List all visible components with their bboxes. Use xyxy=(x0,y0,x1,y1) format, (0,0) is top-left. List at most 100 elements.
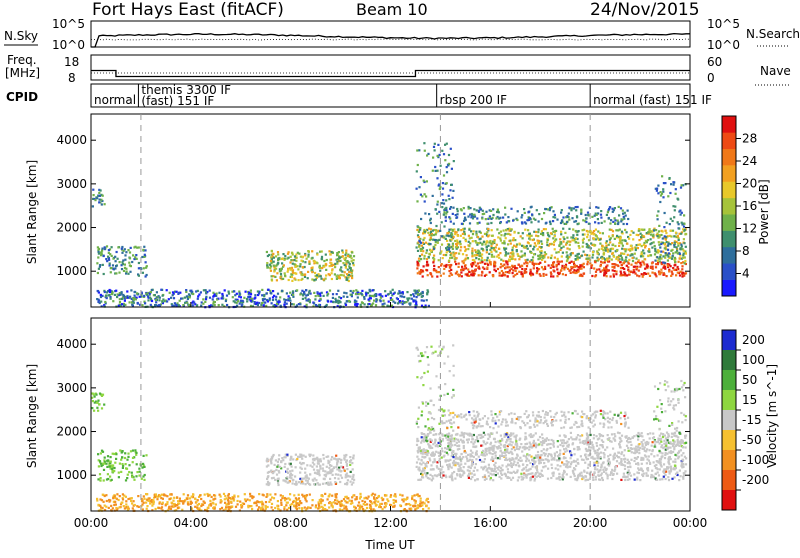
power-cell xyxy=(123,270,125,272)
power-cell xyxy=(426,269,428,271)
power-cell xyxy=(428,256,430,258)
power-cell xyxy=(436,271,438,273)
power-cell xyxy=(361,293,363,295)
velocity-cell xyxy=(143,498,145,500)
velocity-cell xyxy=(528,446,530,448)
velocity-cell xyxy=(224,502,226,504)
power-cell xyxy=(602,232,604,234)
power-cell xyxy=(135,298,137,300)
velocity-cell xyxy=(649,449,651,451)
velocity-cell xyxy=(551,464,553,466)
velocity-cell xyxy=(557,464,559,466)
power-cell xyxy=(472,217,474,219)
velocity-cell xyxy=(304,472,306,474)
power-cell xyxy=(664,212,666,214)
power-cell xyxy=(289,297,291,299)
velocity-cell xyxy=(328,467,330,469)
power-cell xyxy=(630,248,632,250)
power-cell xyxy=(98,268,100,270)
power-cell xyxy=(543,273,545,275)
power-cell xyxy=(583,229,585,231)
velocity-cell xyxy=(229,497,231,499)
power-cell xyxy=(598,222,600,224)
power-cell xyxy=(475,265,477,267)
power-cell xyxy=(345,252,347,254)
power-cell xyxy=(326,294,328,296)
velocity-cell xyxy=(131,502,133,504)
velocity-cell xyxy=(429,474,431,476)
power-cell xyxy=(124,259,126,261)
velocity-cell xyxy=(515,464,517,466)
power-cell xyxy=(466,274,468,276)
velocity-cell xyxy=(322,463,324,465)
power-cell xyxy=(338,276,340,278)
power-cell xyxy=(603,267,605,269)
power-cell xyxy=(673,244,675,246)
velocity-cell xyxy=(127,474,129,476)
power-cell xyxy=(166,300,168,302)
power-colorbar-swatch xyxy=(722,149,736,166)
power-cell xyxy=(615,271,617,273)
power-cell xyxy=(612,235,614,237)
power-cell xyxy=(563,268,565,270)
power-cell xyxy=(109,289,111,291)
velocity-cell xyxy=(97,478,99,480)
power-cell xyxy=(284,275,286,277)
power-cell xyxy=(514,267,516,269)
velocity-cell xyxy=(585,476,587,478)
power-cell xyxy=(581,275,583,277)
velocity-cell xyxy=(125,463,127,465)
power-cell xyxy=(552,210,554,212)
power-cell xyxy=(321,267,323,269)
power-cell xyxy=(424,150,426,152)
power-cell xyxy=(627,218,629,220)
power-cell xyxy=(454,258,456,260)
power-cell xyxy=(599,265,601,267)
power-cell xyxy=(563,238,565,240)
velocity-cell xyxy=(467,441,469,443)
power-cell xyxy=(136,247,138,249)
velocity-cell xyxy=(283,508,285,510)
power-cell xyxy=(281,262,283,264)
power-cell xyxy=(234,294,236,296)
power-cell xyxy=(125,268,127,270)
power-cell xyxy=(269,267,271,269)
power-cell xyxy=(485,218,487,220)
power-cell xyxy=(555,252,557,254)
power-cell xyxy=(665,254,667,256)
power-cell xyxy=(568,228,570,230)
power-cell xyxy=(529,272,531,274)
velocity-cell xyxy=(320,460,322,462)
velocity-cell xyxy=(525,466,527,468)
power-cell xyxy=(416,188,418,190)
power-cell xyxy=(586,263,588,265)
velocity-cell xyxy=(237,500,239,502)
velocity-cell xyxy=(629,462,631,464)
velocity-cell xyxy=(292,482,294,484)
power-cell xyxy=(213,301,215,303)
power-cell xyxy=(340,266,342,268)
power-cell xyxy=(345,267,347,269)
power-cell xyxy=(605,266,607,268)
power-cell xyxy=(611,253,613,255)
velocity-cell xyxy=(258,493,260,495)
power-cell xyxy=(97,301,99,303)
power-cell xyxy=(644,272,646,274)
power-cell xyxy=(444,159,446,161)
velocity-cell xyxy=(340,462,342,464)
power-cell xyxy=(512,239,514,241)
power-cell xyxy=(609,222,611,224)
velocity-cell xyxy=(577,458,579,460)
power-cell xyxy=(433,146,435,148)
power-cell xyxy=(446,182,448,184)
velocity-cell xyxy=(312,454,314,456)
power-cell xyxy=(416,200,418,202)
power-cell xyxy=(575,237,577,239)
power-cell xyxy=(427,232,429,234)
power-cell xyxy=(413,290,415,292)
power-cell xyxy=(319,293,321,295)
power-cell xyxy=(562,252,564,254)
power-cell xyxy=(335,259,337,261)
velocity-cell xyxy=(106,466,108,468)
